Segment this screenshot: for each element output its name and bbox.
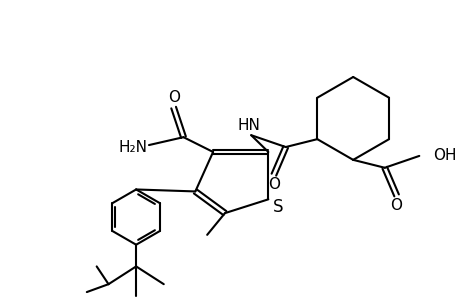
Text: HN: HN <box>237 118 260 133</box>
Text: O: O <box>267 177 279 192</box>
Text: OH: OH <box>432 148 456 164</box>
Text: O: O <box>167 90 179 105</box>
Text: O: O <box>390 198 402 213</box>
Text: H₂N: H₂N <box>118 140 147 154</box>
Text: S: S <box>272 198 283 216</box>
